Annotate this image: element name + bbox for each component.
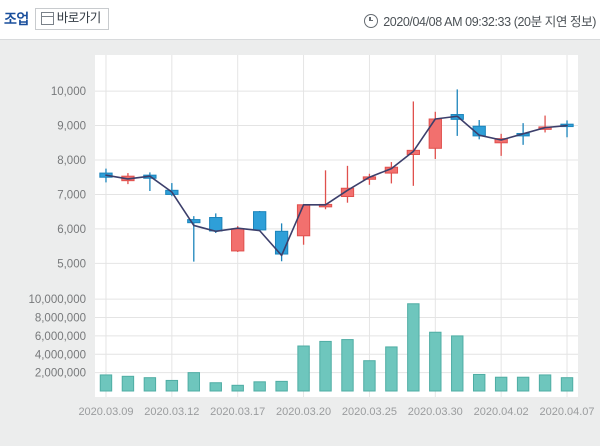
volume-series[interactable] — [99, 303, 574, 392]
candle-body — [253, 211, 267, 231]
volume-bar[interactable] — [341, 339, 354, 392]
volume-bar[interactable] — [516, 376, 530, 392]
volume-axis-labels: 10,000,000 8,000,000 6,000,000 4,000,000 2,0… — [28, 294, 86, 379]
volume-bar[interactable] — [297, 345, 310, 392]
candlestick[interactable] — [340, 165, 355, 203]
volume-bar[interactable] — [494, 376, 508, 392]
x-tick-label: 2020.04.07 — [539, 406, 594, 418]
volume-bar[interactable] — [319, 340, 332, 392]
volume-panel: 10,000,000 8,000,000 6,000,000 4,000,000 2,0… — [28, 280, 578, 397]
price-gridlines — [95, 55, 578, 302]
volume-bar[interactable] — [385, 346, 398, 392]
page-header: 조업 바로가기 2020/04/08 AM 09:32:33 (20분 지연 정… — [0, 0, 600, 40]
x-tick-label: 2020.04.02 — [474, 406, 529, 418]
volume-bar[interactable] — [472, 373, 486, 392]
candlestick[interactable] — [231, 226, 245, 252]
candle-body — [187, 219, 201, 224]
timestamp-label: 2020/04/08 AM 09:32:33 (20분 지연 정보) — [383, 15, 596, 29]
chart-container: 10,000 9,000 8,000 7,000 6,000 5,000 10,000,0… — [0, 41, 600, 446]
volume-tick-label: 4,000,000 — [35, 349, 86, 361]
goto-button-label: 바로가기 — [56, 11, 102, 25]
price-tick-label: 9,000 — [57, 121, 86, 133]
volume-bar[interactable] — [451, 335, 464, 392]
candle-body — [209, 217, 223, 232]
volume-bar[interactable] — [231, 384, 244, 392]
volume-bar[interactable] — [429, 331, 442, 392]
volume-tick-label: 2,000,000 — [35, 368, 86, 380]
stock-name-label: 조업 — [4, 11, 29, 27]
candlestick[interactable] — [187, 216, 201, 262]
volume-bar[interactable] — [560, 377, 574, 392]
x-tick-label: 2020.03.12 — [144, 406, 199, 418]
candle-body — [428, 118, 442, 149]
price-tick-label: 5,000 — [57, 258, 86, 270]
x-tick-label: 2020.03.17 — [210, 406, 265, 418]
stock-chart-svg[interactable]: 10,000 9,000 8,000 7,000 6,000 5,000 10,000,0… — [0, 41, 600, 446]
goto-button[interactable]: 바로가기 — [34, 8, 109, 30]
x-tick-label: 2020.03.20 — [276, 406, 331, 418]
x-tick-label: 2020.03.25 — [342, 406, 397, 418]
price-panel: 10,000 9,000 8,000 7,000 6,000 5,000 — [51, 55, 578, 302]
header-divider — [0, 39, 600, 40]
volume-bar[interactable] — [253, 381, 266, 392]
candle-body — [384, 166, 399, 174]
volume-bar[interactable] — [275, 380, 288, 392]
document-icon — [40, 12, 54, 25]
x-axis-labels: 2020.03.09 2020.03.12 2020.03.17 2020.03.20… — [78, 406, 594, 418]
volume-bar[interactable] — [99, 374, 113, 392]
candlestick[interactable] — [253, 210, 267, 231]
x-tick-label: 2020.03.30 — [408, 406, 463, 418]
volume-bar[interactable] — [187, 372, 201, 392]
volume-bar[interactable] — [143, 377, 157, 392]
price-tick-label: 10,000 — [51, 86, 86, 98]
volume-bar[interactable] — [165, 379, 179, 392]
timestamp-group: 2020/04/08 AM 09:32:33 (20분 지연 정보) — [364, 11, 596, 30]
clock-icon — [364, 13, 379, 28]
volume-tick-label: 10,000,000 — [28, 294, 86, 306]
price-plot-background — [95, 55, 578, 302]
candlestick[interactable] — [209, 213, 223, 234]
price-tick-label: 6,000 — [57, 224, 86, 236]
header-left-group: 조업 바로가기 — [4, 8, 109, 30]
price-tick-label: 7,000 — [57, 189, 86, 201]
volume-bar[interactable] — [209, 382, 222, 392]
volume-bar[interactable] — [121, 375, 135, 392]
volume-bar[interactable] — [363, 360, 376, 392]
candle-body — [231, 228, 245, 252]
x-tick-label: 2020.03.09 — [78, 406, 133, 418]
volume-tick-label: 8,000,000 — [35, 313, 86, 325]
price-tick-label: 8,000 — [57, 155, 86, 167]
volume-bar[interactable] — [538, 374, 552, 392]
volume-tick-label: 6,000,000 — [35, 331, 86, 343]
candle-body — [340, 187, 355, 198]
candlestick[interactable] — [384, 162, 399, 184]
price-axis-labels: 10,000 9,000 8,000 7,000 6,000 5,000 — [51, 86, 86, 270]
volume-bar[interactable] — [407, 303, 420, 392]
moving-average-line — [105, 115, 568, 257]
candle-body — [296, 204, 311, 237]
